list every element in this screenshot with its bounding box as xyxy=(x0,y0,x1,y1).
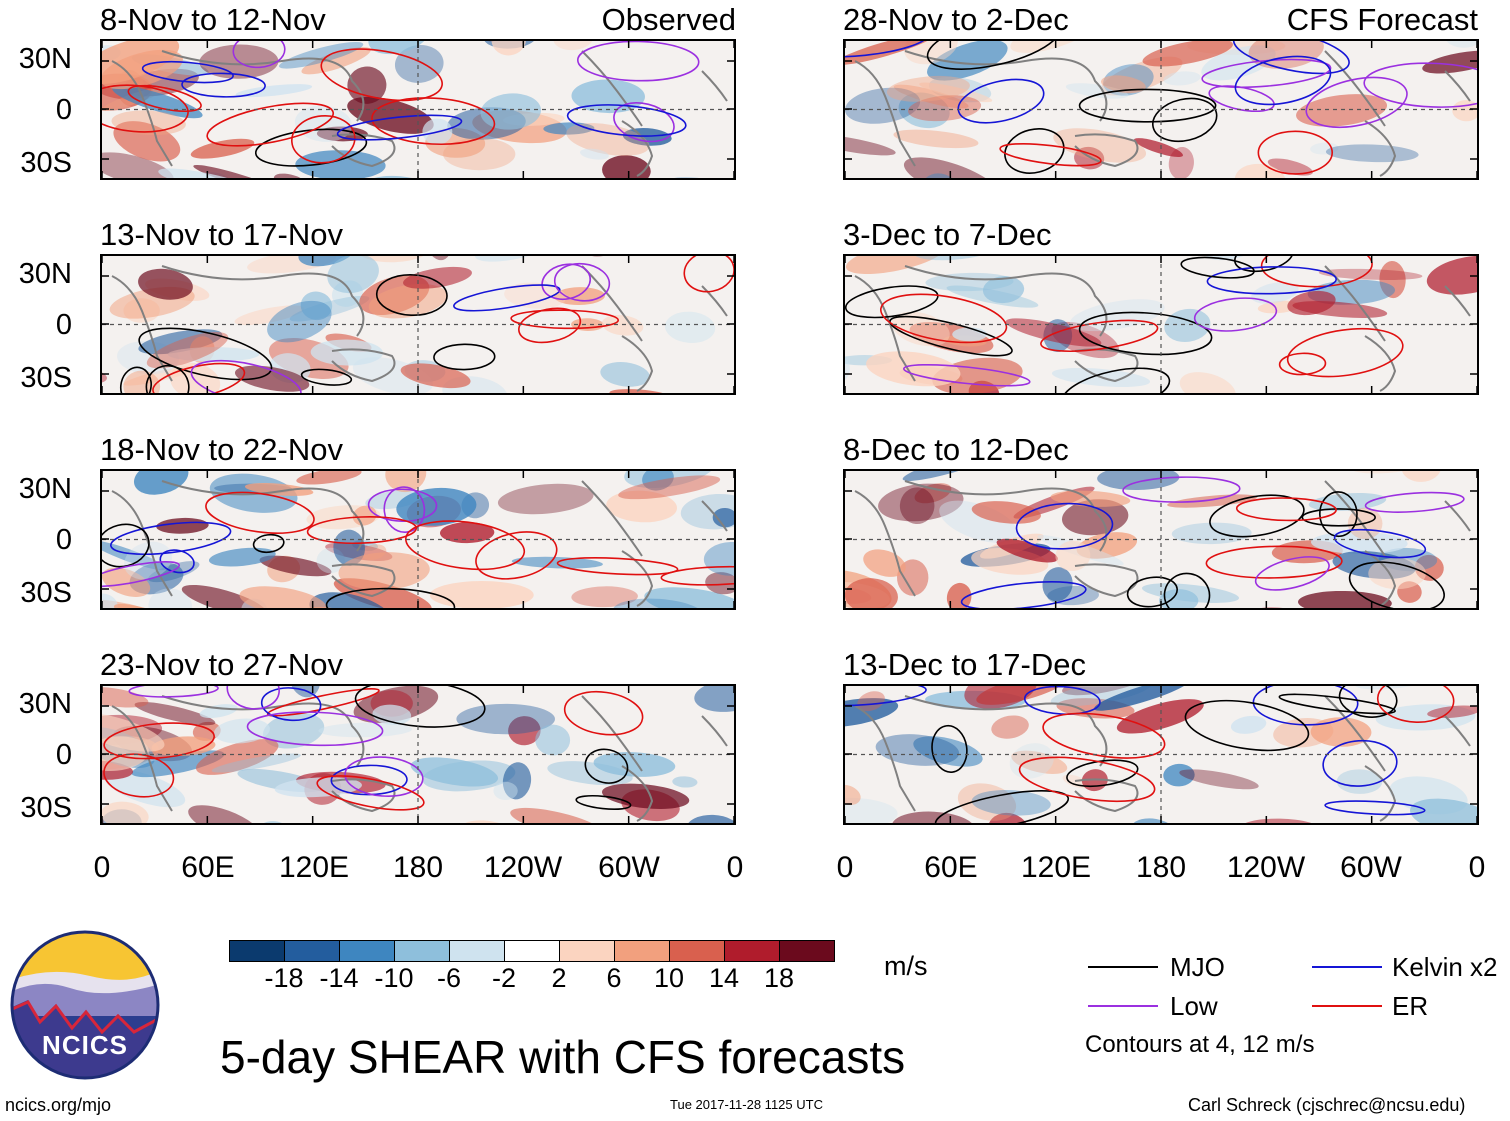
lon-label: 60E xyxy=(924,851,978,884)
panel-title-left-3: 18-Nov to 22-Nov xyxy=(100,432,343,467)
colorbar-swatch xyxy=(779,940,835,962)
shear-map xyxy=(845,41,1477,178)
lat-label-eq: 0 xyxy=(55,309,72,341)
map-panel-forecast-3 xyxy=(843,469,1479,610)
panel-title-left-1: 8-Nov to 12-Nov xyxy=(100,2,326,37)
lat-label-eq: 0 xyxy=(55,739,72,771)
panel-title-right-3: 8-Dec to 12-Dec xyxy=(843,432,1069,467)
colorbar-tick-label: 2 xyxy=(551,963,567,993)
panel-title-right-2: 3-Dec to 7-Dec xyxy=(843,217,1052,252)
colorbar-swatch xyxy=(724,940,780,962)
legend-swatch-kelvin xyxy=(1312,966,1382,968)
lon-label: 0 xyxy=(726,851,744,884)
legend-label-mjo: MJO xyxy=(1170,952,1225,982)
lat-label-30n: 30N xyxy=(18,688,72,720)
panel-title-right-4: 13-Dec to 17-Dec xyxy=(843,647,1086,682)
legend-label-kelvin: Kelvin x2 xyxy=(1392,952,1498,982)
footer-url: ncics.org/mjo xyxy=(5,1095,112,1115)
panel-title-left-4: 23-Nov to 27-Nov xyxy=(100,647,343,682)
legend-swatch-low xyxy=(1088,1005,1158,1007)
map-panel-forecast-4 xyxy=(843,684,1479,825)
shear-map xyxy=(102,471,734,608)
colorbar-swatch xyxy=(229,940,285,962)
legend-swatch-mjo xyxy=(1088,966,1158,968)
ncics-logo-icon xyxy=(10,930,160,1080)
footer-timestamp: Tue 2017-11-28 1125 UTC xyxy=(670,1097,823,1112)
colorbar-tick-label: 10 xyxy=(653,963,685,993)
lon-label: 120W xyxy=(1226,851,1306,884)
colorbar-swatch xyxy=(284,940,340,962)
lon-label: 120W xyxy=(483,851,563,884)
legend-label-er: ER xyxy=(1392,991,1429,1021)
lat-label-30s: 30S xyxy=(20,362,72,394)
colorbar-unit: m/s xyxy=(884,951,928,981)
colorbar-swatch xyxy=(504,940,560,962)
map-panel-observed-3 xyxy=(100,469,736,610)
lat-label-eq: 0 xyxy=(55,94,72,126)
shear-map xyxy=(845,471,1477,608)
lon-label: 0 xyxy=(1468,851,1486,884)
shear-map xyxy=(102,41,734,178)
lat-label-30n: 30N xyxy=(18,473,72,505)
legend-swatch-er xyxy=(1312,1005,1382,1007)
lat-label-30n: 30N xyxy=(18,43,72,75)
ncics-logo-text: NCICS xyxy=(42,1030,128,1060)
lon-label: 0 xyxy=(93,851,111,884)
lon-label: 60W xyxy=(1340,851,1402,884)
lon-label: 180 xyxy=(1135,851,1187,884)
colorbar-swatch xyxy=(394,940,450,962)
map-panel-observed-4 xyxy=(100,684,736,825)
lon-label: 120E xyxy=(278,851,350,884)
cfs-forecast-label: CFS Forecast xyxy=(1286,2,1478,37)
ncics-logo: NCICS xyxy=(10,930,160,1080)
map-panel-forecast-1 xyxy=(843,39,1479,180)
legend-note: Contours at 4, 12 m/s xyxy=(1085,1031,1315,1058)
shear-map xyxy=(845,686,1477,823)
colorbar-tick-label: -18 xyxy=(264,963,304,993)
lon-label: 60W xyxy=(598,851,660,884)
map-panel-observed-2 xyxy=(100,254,736,395)
colorbar-tick-label: 6 xyxy=(606,963,622,993)
map-panel-observed-1 xyxy=(100,39,736,180)
colorbar-tick-label: 14 xyxy=(708,963,740,993)
footer-credit: Carl Schreck (cjschrec@ncsu.edu) xyxy=(1188,1095,1466,1115)
colorbar-swatch xyxy=(339,940,395,962)
lat-label-30s: 30S xyxy=(20,147,72,179)
lon-label: 60E xyxy=(181,851,235,884)
map-panel-forecast-2 xyxy=(843,254,1479,395)
colorbar-swatch xyxy=(669,940,725,962)
colorbar-tick-label: -14 xyxy=(319,963,359,993)
panel-title-right-1: 28-Nov to 2-Dec xyxy=(843,2,1069,37)
colorbar-tick-label: -2 xyxy=(491,963,516,993)
lat-label-30n: 30N xyxy=(18,258,72,290)
colorbar-swatch xyxy=(559,940,615,962)
shear-map xyxy=(845,256,1477,393)
legend-label-low: Low xyxy=(1170,991,1218,1021)
colorbar-tick-label: 18 xyxy=(763,963,795,993)
shear-map xyxy=(102,686,734,823)
panel-title-left-2: 13-Nov to 17-Nov xyxy=(100,217,343,252)
colorbar-tick-label: -6 xyxy=(436,963,461,993)
lon-label: 0 xyxy=(836,851,854,884)
lat-label-30s: 30S xyxy=(20,577,72,609)
lon-label: 120E xyxy=(1020,851,1092,884)
lon-label: 180 xyxy=(392,851,444,884)
colorbar-tick-label: -10 xyxy=(374,963,414,993)
lat-label-30s: 30S xyxy=(20,792,72,824)
colorbar-swatch xyxy=(449,940,505,962)
shear-map xyxy=(102,256,734,393)
colorbar-swatch xyxy=(614,940,670,962)
observed-label: Observed xyxy=(601,2,736,37)
main-title: 5-day SHEAR with CFS forecasts xyxy=(220,1031,906,1083)
lat-label-eq: 0 xyxy=(55,524,72,556)
